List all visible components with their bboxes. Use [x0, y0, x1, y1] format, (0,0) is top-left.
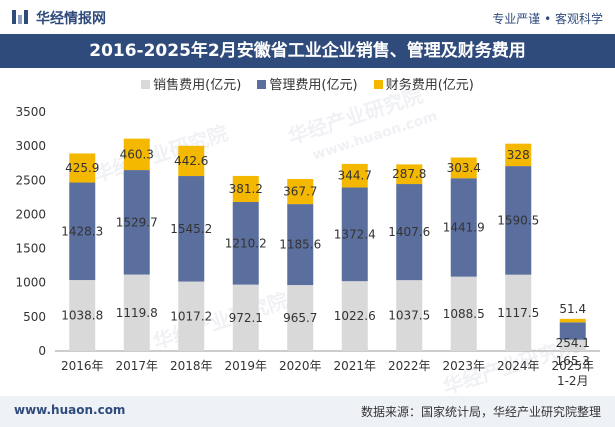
y-tick-label-2: 1000	[15, 276, 46, 290]
logo-bars-icon	[12, 10, 28, 24]
data-label-s2-7: 303.4	[447, 161, 481, 175]
x-tick-label-9-line1: 1-2月	[557, 374, 589, 388]
y-tick-label-0: 0	[38, 344, 46, 358]
brand-tagline: 专业严谨 • 客观科学	[492, 12, 603, 26]
bar-s1-2	[178, 176, 205, 282]
footer-website: www.huaon.com	[14, 403, 126, 417]
bar-s1-9	[559, 322, 586, 340]
legend-label-management: 管理费用(亿元)	[269, 78, 358, 93]
x-tick-label-0: 2016年	[61, 359, 104, 373]
bar-s2-5	[341, 163, 368, 188]
footer: www.huaon.com 数据来源：国家统计局，华经产业研究院整理	[0, 396, 615, 427]
x-tick-label-4: 2020年	[279, 359, 322, 373]
y-tick-label-1: 500	[23, 310, 46, 324]
bar-s1-4	[287, 204, 314, 286]
y-tick-label-4: 2000	[15, 207, 46, 221]
data-label-s2-4: 367.7	[283, 185, 317, 199]
bar-s2-1	[123, 138, 150, 171]
x-tick-label-9: 2025年	[551, 359, 594, 373]
data-label-s0-8: 1117.5	[497, 306, 539, 320]
bar-s0-0	[69, 280, 96, 351]
data-label-s2-0: 425.9	[65, 161, 99, 175]
y-tick-label-3: 1500	[15, 242, 46, 256]
bar-s0-4	[287, 285, 314, 351]
data-label-s2-1: 460.3	[120, 147, 154, 161]
bar-s1-0	[69, 182, 96, 281]
data-label-s0-0: 1038.8	[61, 309, 103, 323]
legend-label-sales: 销售费用(亿元)	[153, 78, 242, 93]
data-label-s2-5: 344.7	[338, 169, 372, 183]
data-label-s1-6: 1407.6	[388, 225, 430, 239]
x-tick-label-5: 2021年	[333, 359, 376, 373]
data-label-s0-3: 972.1	[229, 311, 263, 325]
bar-s2-9	[559, 318, 586, 323]
chart-legend: 销售费用(亿元) 管理费用(亿元) 财务费用(亿元)	[0, 74, 615, 93]
bar-s1-8	[505, 166, 532, 275]
data-label-s1-1: 1529.7	[116, 215, 158, 229]
data-label-s1-7: 1441.9	[443, 220, 485, 234]
data-label-s0-6: 1037.5	[388, 309, 430, 323]
data-label-s0-2: 1017.2	[170, 309, 212, 323]
bar-s0-2	[178, 281, 205, 351]
legend-item-management: 管理费用(亿元)	[257, 74, 358, 93]
x-tick-label-1: 2017年	[115, 359, 158, 373]
y-tick-label-7: 3500	[15, 105, 46, 119]
bar-s1-1	[123, 170, 150, 275]
bar-s2-4	[287, 178, 314, 205]
data-label-s0-9: 165.3	[556, 354, 590, 368]
bar-s0-3	[232, 284, 259, 351]
legend-swatch-finance	[373, 80, 383, 89]
bar-s2-7	[450, 157, 477, 179]
bar-s2-6	[396, 164, 423, 185]
data-label-s2-9: 51.4	[559, 302, 586, 316]
data-label-s2-3: 381.2	[229, 182, 263, 196]
bar-s1-3	[232, 201, 259, 285]
x-tick-label-3: 2019年	[224, 359, 267, 373]
chart-title: 2016-2025年2月安徽省工业企业销售、管理及财务费用	[0, 34, 615, 68]
top-bar: 华经情报网 专业严谨 • 客观科学	[0, 0, 615, 34]
bar-s1-6	[396, 184, 423, 281]
bar-s2-3	[232, 175, 259, 202]
bar-s0-5	[341, 281, 368, 351]
footer-source: 数据来源：国家统计局，华经产业研究院整理	[360, 405, 601, 419]
data-label-s0-7: 1088.5	[443, 307, 485, 321]
y-tick-label-5: 2500	[15, 173, 46, 187]
bar-s0-1	[123, 274, 150, 351]
legend-label-finance: 财务费用(亿元)	[385, 78, 474, 93]
bar-s2-0	[69, 153, 96, 183]
data-label-s1-5: 1372.4	[334, 227, 376, 241]
data-label-s1-3: 1210.2	[225, 236, 267, 250]
data-label-s1-9: 254.1	[556, 336, 590, 350]
data-label-s1-4: 1185.6	[279, 238, 321, 252]
x-tick-label-2: 2018年	[170, 359, 213, 373]
bar-s1-7	[450, 178, 477, 277]
data-label-s2-2: 442.6	[174, 154, 208, 168]
data-label-s0-5: 1022.6	[334, 309, 376, 323]
x-tick-label-7: 2023年	[442, 359, 485, 373]
data-label-s2-8: 328	[507, 148, 530, 162]
legend-item-finance: 财务费用(亿元)	[373, 74, 474, 93]
stacked-bar-chart: 0 500 1000 1500 2000 2500 3000 3500 1038.8 1428.3…	[15, 105, 600, 388]
data-label-s2-6: 287.8	[392, 167, 426, 181]
y-tick-label-6: 3000	[15, 139, 46, 153]
x-tick-label-8: 2024年	[497, 359, 540, 373]
bar-s2-8	[505, 143, 532, 167]
bar-s2-2	[178, 145, 205, 177]
data-label-s0-1: 1119.8	[116, 306, 158, 320]
data-label-s0-4: 965.7	[283, 311, 317, 325]
legend-swatch-sales	[141, 80, 151, 89]
legend-swatch-management	[257, 80, 267, 89]
bar-s0-8	[505, 274, 532, 351]
legend-item-sales: 销售费用(亿元)	[141, 74, 241, 93]
bar-s0-6	[396, 280, 423, 351]
bar-s1-5	[341, 187, 368, 282]
bar-s0-9	[559, 339, 586, 351]
x-tick-label-6: 2022年	[388, 359, 431, 373]
data-label-s1-2: 1545.2	[170, 222, 212, 236]
data-label-s1-0: 1428.3	[61, 224, 103, 238]
data-label-s1-8: 1590.5	[497, 213, 539, 227]
bar-s0-7	[450, 276, 477, 351]
brand-name: 华经情报网	[36, 11, 106, 27]
